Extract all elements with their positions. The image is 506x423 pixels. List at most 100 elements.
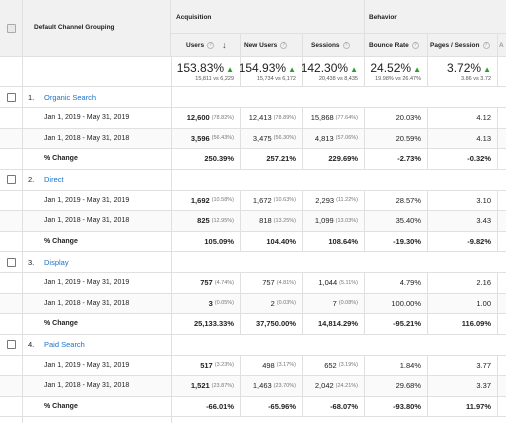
share-users: (4.74%) bbox=[214, 279, 234, 286]
up-arrow-icon: ▲ bbox=[413, 65, 421, 74]
share-new-users: (78.89%) bbox=[273, 114, 296, 121]
row-checkbox[interactable] bbox=[6, 257, 16, 267]
cell-users: 517 (3.23%) bbox=[171, 356, 240, 376]
channel-name-cell: 3. Display bbox=[28, 252, 171, 272]
column-header-users[interactable]: Users ? ↓ bbox=[186, 34, 240, 56]
cell-sessions: 229.69% bbox=[302, 149, 364, 169]
value-users: 3 bbox=[208, 298, 213, 308]
cell-new-users: 757 (4.81%) bbox=[240, 273, 302, 293]
sessions-label: Sessions bbox=[311, 41, 340, 49]
date-range-row: Jan 1, 2018 - May 31, 2018 3,596 (56.43%) 3… bbox=[0, 128, 506, 149]
total-users: 153.83% ▲ 15,811 vs 6,229 bbox=[171, 57, 240, 86]
users-label: Users bbox=[186, 41, 205, 49]
total-bounce-rate-pct: 24.52% bbox=[370, 61, 412, 75]
date-range-row: Jan 1, 2019 - May 31, 2019 757 (4.74%) 757(… bbox=[0, 273, 506, 294]
help-icon[interactable]: ? bbox=[482, 41, 490, 49]
value-sessions: 7 bbox=[332, 298, 337, 308]
cell-bounce-rate: 35.40% bbox=[364, 211, 427, 231]
cell-new-users: 257.21% bbox=[240, 149, 302, 169]
column-header-sessions[interactable]: Sessions ? bbox=[311, 34, 364, 56]
value-users: 825 bbox=[197, 216, 210, 226]
row-checkbox[interactable] bbox=[6, 92, 16, 102]
channel-link[interactable]: Direct bbox=[44, 175, 64, 184]
value-bounce-rate: 29.68% bbox=[395, 381, 421, 391]
date-range-row: Jan 1, 2018 - May 31, 2018 3 (0.05%) 2 (0.03… bbox=[0, 293, 506, 314]
value-pages-session: 3.77 bbox=[476, 360, 491, 370]
cell-pages-session: 116.09% bbox=[427, 314, 497, 334]
totals-row: 153.83% ▲ 15,811 vs 6,229 154.93% ▲ 15,734… bbox=[0, 57, 506, 87]
total-new-users-detail: 15,734 vs 6,172 bbox=[256, 76, 296, 82]
row-checkbox[interactable] bbox=[6, 175, 16, 184]
channel-link[interactable]: Paid Search bbox=[44, 340, 85, 349]
total-users-detail: 15,811 vs 6,229 bbox=[195, 76, 234, 82]
date-range-row: Jan 1, 2018 - May 31, 2018 1,521 (23.87%) 1… bbox=[0, 376, 506, 397]
channel-row: 3. Display bbox=[0, 252, 506, 273]
help-icon[interactable]: ? bbox=[280, 41, 288, 49]
cell-pages-session: 3.43 bbox=[427, 211, 497, 231]
value-users: 1,692 bbox=[190, 195, 210, 205]
percent-change-row: % Change 250.39% 257.21% 229.69% -2.73% -0.32… bbox=[0, 149, 506, 170]
cell-sessions: 14,814.29% bbox=[302, 314, 364, 334]
channel-rank: 3. bbox=[28, 257, 35, 267]
cell-pages-session: 11.97% bbox=[427, 397, 497, 417]
cell-new-users: 1,672 (10.63%) bbox=[240, 191, 302, 211]
cell-pages-session: 3.37 bbox=[427, 376, 497, 396]
cell-sessions: 7 (0.08%) bbox=[302, 294, 364, 314]
channel-rank: 4. bbox=[28, 340, 35, 349]
value-new-users: 2 bbox=[270, 298, 275, 308]
pages-session-label: Pages / Session bbox=[430, 41, 480, 49]
group-acquisition: Acquisition bbox=[176, 14, 212, 21]
help-icon[interactable]: ? bbox=[342, 41, 350, 49]
cell-pages-session: 2.16 bbox=[427, 273, 497, 293]
cell-bounce-rate: -93.80% bbox=[364, 397, 427, 417]
value-users: 12,600 bbox=[186, 113, 210, 123]
value-pages-session: 11.97% bbox=[465, 401, 491, 411]
channel-link[interactable]: Organic Search bbox=[44, 92, 97, 102]
cell-bounce-rate: -19.30% bbox=[364, 232, 427, 252]
share-sessions: (57.06%) bbox=[335, 135, 358, 142]
help-icon[interactable]: ? bbox=[411, 41, 419, 49]
value-sessions: 2,293 bbox=[315, 195, 335, 205]
cell-users: 825 (12.95%) bbox=[171, 211, 240, 231]
row-checkbox-cell bbox=[0, 170, 22, 190]
share-sessions: (5.11%) bbox=[339, 279, 358, 286]
share-users: (10.58%) bbox=[211, 197, 234, 204]
value-users: 105.09% bbox=[204, 236, 234, 246]
up-arrow-icon: ▲ bbox=[483, 65, 491, 74]
cell-new-users: 104.40% bbox=[240, 232, 302, 252]
share-new-users: (10.63%) bbox=[273, 197, 296, 204]
total-pages-session: 3.72% ▲ 3.86 vs 3.72 bbox=[427, 57, 497, 86]
row-checkbox-cell bbox=[0, 252, 22, 272]
row-checkbox[interactable] bbox=[6, 340, 16, 349]
cell-bounce-rate: 20.59% bbox=[364, 129, 427, 149]
value-bounce-rate: -2.73% bbox=[397, 154, 421, 164]
channel-name-cell: 2. Direct bbox=[28, 170, 171, 190]
channel-rank: 1. bbox=[28, 92, 35, 102]
cell-users: 12,600 (78.82%) bbox=[171, 108, 240, 128]
channel-link[interactable]: Display bbox=[44, 257, 69, 267]
cell-bounce-rate: 4.79% bbox=[364, 273, 427, 293]
share-users: (3.23%) bbox=[214, 362, 234, 369]
sort-descending-icon[interactable]: ↓ bbox=[222, 40, 227, 50]
select-all-checkbox[interactable] bbox=[7, 24, 16, 33]
total-new-users: 154.93% ▲ 15,734 vs 6,172 bbox=[240, 57, 302, 86]
cell-sessions: 15,868 (77.64%) bbox=[302, 108, 364, 128]
value-bounce-rate: 1.84% bbox=[399, 360, 421, 370]
cell-bounce-rate: -2.73% bbox=[364, 149, 427, 169]
share-new-users: (0.03%) bbox=[276, 300, 296, 307]
value-sessions: 229.69% bbox=[328, 154, 358, 164]
total-sessions-pct: 142.30% bbox=[302, 61, 349, 75]
cell-users: 105.09% bbox=[171, 232, 240, 252]
value-users: 25,133.33% bbox=[193, 319, 234, 329]
column-header-pages-session[interactable]: Pages / Session ? bbox=[430, 34, 497, 56]
share-users: (78.82%) bbox=[211, 114, 234, 121]
column-header-bounce-rate[interactable]: Bounce Rate ? bbox=[369, 34, 427, 56]
dimension-label[interactable]: Default Channel Grouping bbox=[34, 24, 115, 31]
total-sessions-detail: 20,438 vs 8,435 bbox=[318, 76, 358, 82]
value-bounce-rate: 35.40% bbox=[395, 216, 421, 226]
help-icon[interactable]: ? bbox=[207, 41, 215, 49]
value-sessions: 1,044 bbox=[318, 278, 338, 288]
column-header-new-users[interactable]: New Users ? bbox=[244, 34, 302, 56]
share-sessions: (0.08%) bbox=[338, 300, 358, 307]
cell-sessions: 2,042 (24.21%) bbox=[302, 376, 364, 396]
